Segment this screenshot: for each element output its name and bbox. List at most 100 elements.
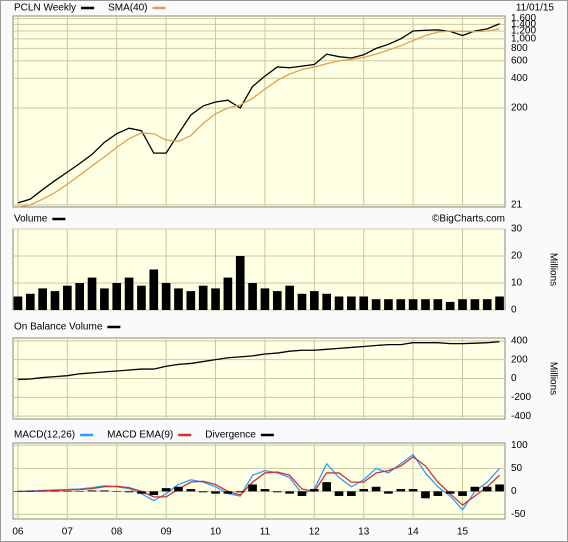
bar [260,489,270,492]
y-axis-label: Millions [547,253,558,286]
bar [445,491,455,494]
bar [458,491,467,496]
bar [458,299,467,310]
x-tick-label: 14 [408,527,420,538]
legend-label: On Balance Volume [14,322,103,333]
bar [174,486,183,492]
x-tick-label: 10 [210,527,222,538]
bar [25,490,35,492]
bar [297,293,307,310]
bar [87,490,97,492]
x-tick-label: 07 [62,527,74,538]
y-tick-label: 0 [511,486,517,497]
y-tick-label: 10 [511,278,523,289]
bar [470,486,480,492]
bar [272,291,282,310]
bar [334,296,344,310]
bar [384,299,393,310]
y-axis-label: Millions [547,362,558,395]
y-tick-label: 1,200 [511,26,536,37]
bar [297,491,307,496]
y-tick-label: 20 [511,251,523,262]
bar [75,490,85,492]
bar [310,291,319,310]
bar [272,491,282,493]
y-tick-label: 1,600 [511,13,536,24]
bar [100,490,109,492]
y-tick-label: -50 [511,509,526,520]
y-tick-label: 200 [511,103,528,114]
bar [211,491,220,494]
bar [260,288,270,310]
bar [137,491,146,494]
bar [322,482,331,492]
bar [174,288,183,310]
bar [137,285,146,310]
bar [223,277,233,310]
bar [445,301,455,310]
bar [396,299,406,310]
bar [359,296,369,310]
bar [63,490,72,492]
bar [198,491,208,493]
y-tick-label: 1,000 [511,33,536,44]
bar [186,291,196,310]
x-tick-label: 13 [358,527,370,538]
bar [371,299,381,310]
bar [198,285,208,310]
bar [347,491,356,496]
series-line [17,341,500,381]
bar [211,288,220,310]
legend-label: MACD EMA(9) [107,430,173,441]
bar [50,490,60,492]
series-line [17,23,500,204]
y-tick-label: 0 [511,373,517,384]
plot-area [12,228,506,311]
y-tick-label: 600 [511,55,528,66]
bar [235,491,245,493]
bar [396,489,406,492]
bar [433,491,443,496]
bar [124,277,134,310]
y-tick-label: 30 [511,224,523,235]
bar [223,491,233,494]
x-tick-label: 12 [309,527,321,538]
bar [112,491,122,492]
bar [75,283,85,310]
bar [100,288,109,310]
bar [482,299,492,310]
y-tick-label: 0 [511,305,517,316]
y-tick-label: -400 [511,411,531,422]
y-tick-label: -200 [511,392,531,403]
bar [495,484,504,492]
series-line [17,453,501,511]
y-tick-label: 200 [511,354,528,365]
bar [50,291,60,310]
x-tick-label: 15 [457,527,469,538]
bar [421,299,430,310]
bar [38,288,47,310]
y-tick-label: 100 [511,440,528,451]
bar [322,293,331,310]
bar [371,486,381,492]
x-tick-label: 06 [12,527,24,538]
y-tick-label: 1,400 [511,19,536,30]
bar [310,489,319,492]
legend-label: SMA(40) [108,3,147,14]
y-tick-label: 21 [511,200,523,211]
bar [408,299,418,310]
series-line [17,28,500,208]
bar [87,277,97,310]
y-tick-label: 400 [511,73,528,84]
bar [248,283,257,310]
bar [124,491,134,493]
bar [421,491,430,499]
annotation: 11/01/15 [516,3,555,14]
bar [433,299,443,310]
bar [13,296,23,310]
bar [359,489,369,492]
bar [112,283,122,310]
legend-label: Divergence [205,430,256,441]
bar [161,488,171,492]
